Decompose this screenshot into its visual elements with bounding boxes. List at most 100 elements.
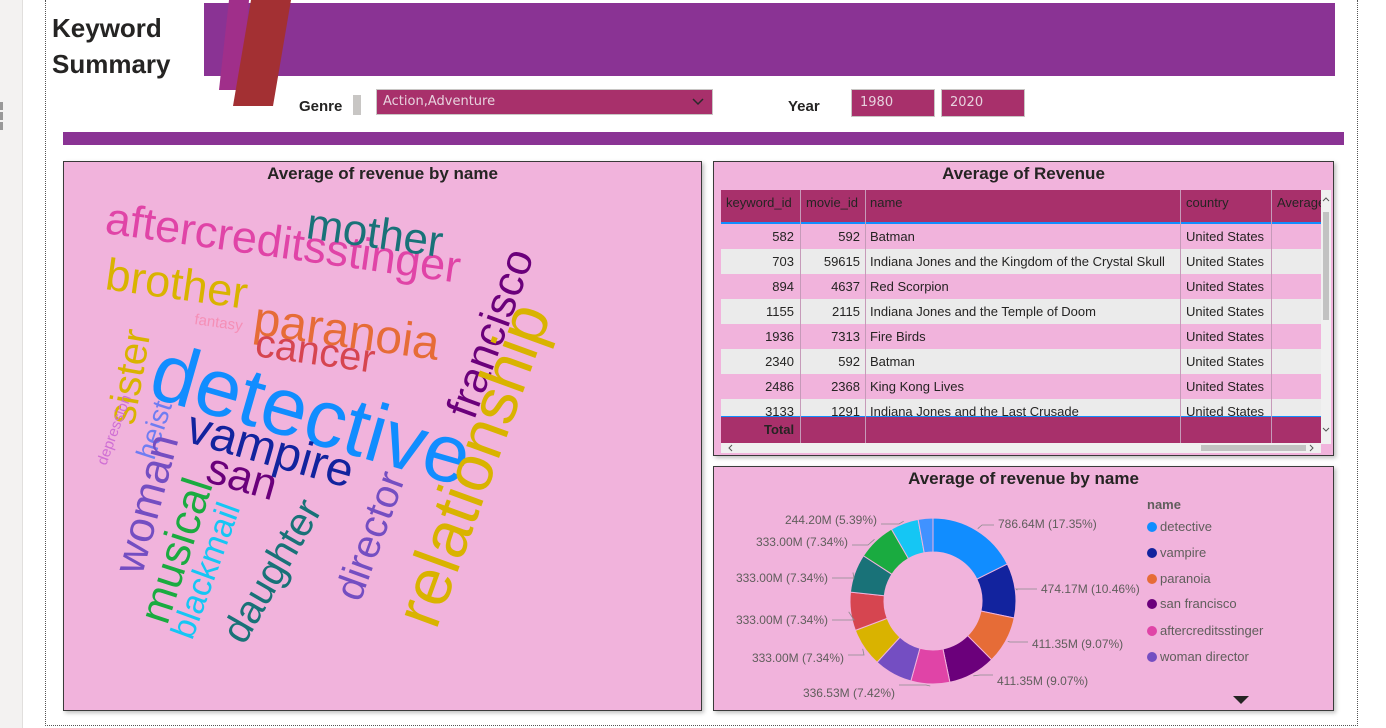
cell-country: United States xyxy=(1186,404,1265,417)
table-vertical-scrollbar[interactable] xyxy=(1321,190,1331,444)
table-row[interactable]: 703 59615 Indiana Jones and the Kingdom … xyxy=(721,249,1321,274)
col-header-movie-id[interactable]: movie_id xyxy=(806,195,859,210)
table-title: Average of Revenue xyxy=(942,164,1105,183)
rail-tick xyxy=(0,102,3,110)
cell-keyword-id: 2340 xyxy=(765,354,794,369)
data-label: 333.00M (7.34%) xyxy=(756,535,848,549)
legend-dot xyxy=(1147,599,1157,609)
cell-name: Indiana Jones and the Temple of Doom xyxy=(870,304,1096,319)
cell-movie-id: 4637 xyxy=(831,279,860,294)
scroll-up-icon[interactable] xyxy=(1321,194,1331,204)
rail-tick xyxy=(0,112,3,120)
header-underline xyxy=(721,222,1321,224)
wordcloud-title: Average of revenue by name xyxy=(267,164,498,183)
cell-name: Batman xyxy=(870,354,915,369)
data-label: 333.00M (7.34%) xyxy=(752,651,844,665)
cell-keyword-id: 3133 xyxy=(765,404,794,417)
donut-chart[interactable]: 786.64M (17.35%) 474.17M (10.46%) 411.35M … xyxy=(714,467,1144,710)
donut-panel[interactable]: Average of revenue by name 786.64M (17.3… xyxy=(713,466,1334,711)
scroll-down-icon[interactable] xyxy=(1321,425,1331,435)
table-row[interactable]: 1936 7313 Fire Birds United States xyxy=(721,324,1321,349)
cell-keyword-id: 2486 xyxy=(765,379,794,394)
cell-keyword-id: 1936 xyxy=(765,329,794,344)
cell-movie-id: 1291 xyxy=(831,404,860,417)
cell-country: United States xyxy=(1186,304,1265,319)
leader-line xyxy=(852,539,875,546)
donut-slice[interactable] xyxy=(917,517,934,554)
wordcloud: aftercreditsstinger mother brother paran… xyxy=(94,192,565,650)
table-row[interactable]: 582 592 Batman United States xyxy=(721,224,1321,249)
legend-item[interactable]: detective xyxy=(1147,519,1212,534)
legend-item[interactable]: aftercreditsstinger xyxy=(1147,623,1263,638)
legend-item[interactable]: woman director xyxy=(1147,649,1249,664)
legend-label: aftercreditsstinger xyxy=(1160,623,1264,638)
genre-dropdown[interactable]: Action,Adventure xyxy=(376,89,713,115)
word[interactable]: depression xyxy=(94,393,135,468)
scrollbar-thumb[interactable] xyxy=(1323,212,1329,320)
cell-movie-id: 2368 xyxy=(831,379,860,394)
column-divider xyxy=(865,190,866,443)
data-label: 333.00M (7.34%) xyxy=(736,571,828,585)
cell-keyword-id: 703 xyxy=(772,254,794,269)
header-banner xyxy=(204,3,1335,76)
table-total-row: Total xyxy=(721,417,1321,443)
table-horizontal-scrollbar[interactable] xyxy=(721,443,1321,453)
table-row[interactable]: 1155 2115 Indiana Jones and the Temple o… xyxy=(721,299,1321,324)
total-topline xyxy=(721,416,1321,417)
legend-title: name xyxy=(1147,497,1181,512)
leader-line xyxy=(1007,641,1028,643)
report-canvas xyxy=(45,0,1358,726)
total-label: Total xyxy=(764,422,795,437)
leader-line xyxy=(977,524,994,530)
wordcloud-panel[interactable]: Average of revenue by name aftercreditss… xyxy=(63,161,702,711)
col-header-average[interactable]: Average xyxy=(1277,195,1321,210)
legend-label: woman director xyxy=(1160,649,1249,664)
scrollbar-thumb[interactable] xyxy=(1201,445,1306,451)
table-row[interactable]: 2340 592 Batman United States xyxy=(721,349,1321,374)
legend-item[interactable]: san francisco xyxy=(1147,596,1237,611)
legend-label: san francisco xyxy=(1160,596,1237,611)
legend-dot xyxy=(1147,574,1157,584)
genre-dropdown-value: Action,Adventure xyxy=(383,94,496,109)
cell-name: Fire Birds xyxy=(870,329,926,344)
genre-clear-handle[interactable] xyxy=(353,95,361,115)
col-header-name[interactable]: name xyxy=(870,195,903,210)
cell-name: Indiana Jones and the Last Crusade xyxy=(870,404,1079,417)
data-label: 244.20M (5.39%) xyxy=(785,513,877,527)
legend-label: vampire xyxy=(1160,545,1207,560)
leader-line xyxy=(832,572,855,579)
left-rail xyxy=(0,0,23,728)
col-header-keyword-id[interactable]: keyword_id xyxy=(726,195,792,210)
word[interactable]: fantasy xyxy=(193,311,244,335)
legend-dot xyxy=(1147,548,1157,558)
legend-dot xyxy=(1147,626,1157,636)
year-from-input[interactable]: 1980 xyxy=(851,89,935,117)
table-row[interactable]: 2486 2368 King Kong Lives United States xyxy=(721,374,1321,399)
leader-line xyxy=(899,684,931,687)
cell-name: Batman xyxy=(870,229,915,244)
table-row[interactable]: 3133 1291 Indiana Jones and the Last Cru… xyxy=(721,399,1321,417)
page-title-line2: Summary xyxy=(52,49,171,79)
legend-scroll-down-icon[interactable] xyxy=(1232,695,1250,705)
cell-name: Indiana Jones and the Kingdom of the Cry… xyxy=(870,254,1165,269)
data-label: 474.17M (10.46%) xyxy=(1041,582,1140,596)
table-row[interactable]: 894 4637 Red Scorpion United States xyxy=(721,274,1321,299)
cell-country: United States xyxy=(1186,354,1265,369)
cell-keyword-id: 894 xyxy=(772,279,794,294)
revenue-table-panel[interactable]: Average of Revenue keyword_id movie_id n… xyxy=(713,161,1334,456)
legend-item[interactable]: paranoia xyxy=(1147,571,1211,586)
col-header-country[interactable]: country xyxy=(1186,195,1229,210)
donut-title: Average of revenue by name xyxy=(908,469,1139,488)
leader-line xyxy=(832,611,855,621)
legend-label: paranoia xyxy=(1160,571,1211,586)
column-divider xyxy=(800,190,801,443)
year-to-input[interactable]: 2020 xyxy=(941,89,1025,117)
scroll-left-icon[interactable] xyxy=(726,443,736,453)
cell-movie-id: 592 xyxy=(838,354,860,369)
leader-line xyxy=(881,520,904,525)
legend-item[interactable]: vampire xyxy=(1147,545,1206,560)
data-label: 336.53M (7.42%) xyxy=(803,686,895,700)
page-title: Keyword Summary xyxy=(52,10,171,82)
table-header: keyword_id movie_id name country Average xyxy=(721,190,1321,222)
scroll-right-icon[interactable] xyxy=(1306,443,1316,453)
